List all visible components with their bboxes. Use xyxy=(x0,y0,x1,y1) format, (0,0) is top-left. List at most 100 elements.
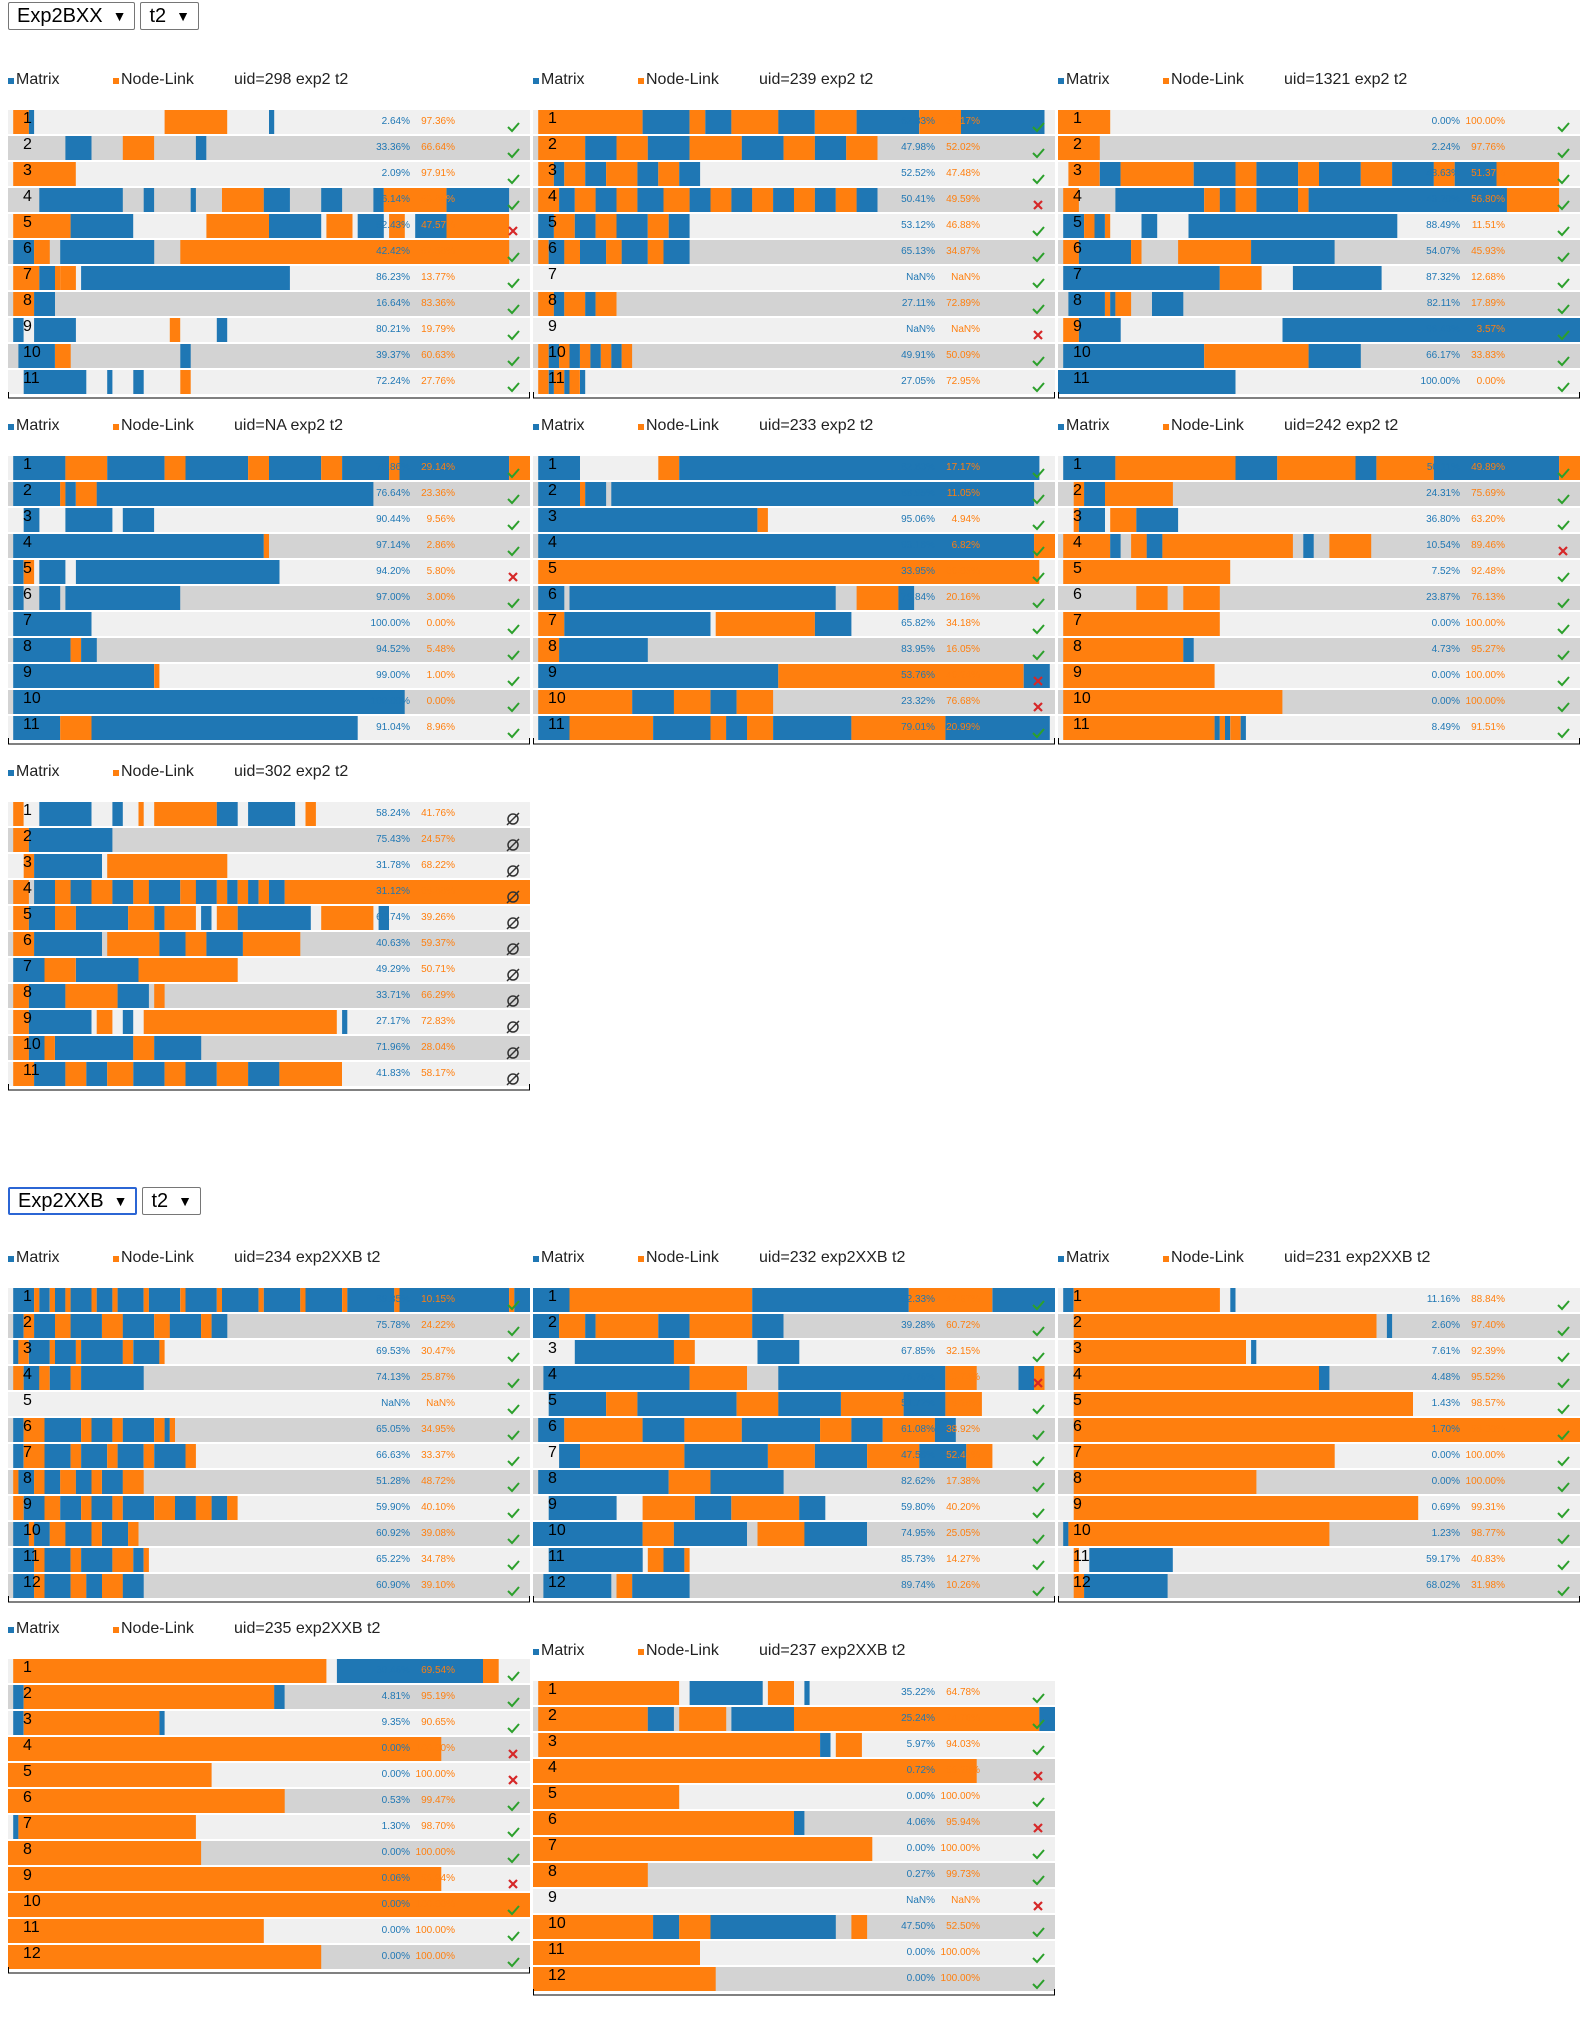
matrix-segment xyxy=(81,1444,108,1468)
matrix-segment xyxy=(741,136,784,160)
trial-row: 1 11.16% 88.84% xyxy=(1058,1288,1580,1312)
matrix-segment xyxy=(684,1444,768,1468)
matrix-percent: 82.62% xyxy=(901,1476,935,1487)
matrix-segment xyxy=(548,240,565,264)
nodelink-percent: 2.86% xyxy=(427,540,455,551)
row-background xyxy=(8,1392,530,1416)
task-select[interactable]: t2 ▼ xyxy=(142,1187,202,1215)
matrix-segment xyxy=(642,110,690,134)
nodelink-segment xyxy=(663,188,690,212)
nodelink-segment xyxy=(559,344,570,368)
trial-number: 7 xyxy=(23,612,32,629)
matrix-segment xyxy=(39,586,61,610)
nodelink-percent: 50.71% xyxy=(421,964,455,975)
nodelink-percent: 97.76% xyxy=(1471,142,1505,153)
matrix-segment xyxy=(1063,1288,1074,1312)
matrix-segment xyxy=(543,1574,612,1598)
nodelink-segment xyxy=(128,906,155,930)
trial-row: 11 27.05% 72.95% xyxy=(533,370,1055,394)
matrix-segment xyxy=(757,1340,800,1364)
nodelink-segment xyxy=(107,854,228,878)
trial-number: 10 xyxy=(23,1036,41,1053)
legend-matrix-swatch xyxy=(533,78,539,84)
cross-icon xyxy=(1033,1378,1043,1388)
nodelink-segment xyxy=(23,1418,45,1442)
nodelink-segment xyxy=(538,110,643,134)
matrix-segment xyxy=(590,344,601,368)
matrix-segment xyxy=(117,984,149,1008)
task-select[interactable]: t2 ▼ xyxy=(140,2,200,30)
nodelink-segment xyxy=(731,1496,800,1520)
row-background xyxy=(8,292,530,316)
group-select[interactable]: Exp2BXX ▼ xyxy=(8,2,136,30)
trial-number: 11 xyxy=(23,370,40,387)
nodelink-segment xyxy=(34,1574,45,1598)
nodelink-segment xyxy=(154,984,165,1008)
matrix-percent: 66.17% xyxy=(1426,350,1460,361)
nodelink-percent: 41.76% xyxy=(421,808,455,819)
matrix-segment xyxy=(710,690,737,714)
matrix-segment xyxy=(585,136,617,160)
nodelink-segment xyxy=(595,1314,659,1338)
legend-matrix-swatch xyxy=(1058,424,1064,430)
matrix-percent: 39.37% xyxy=(376,350,410,361)
nodelink-segment xyxy=(180,370,191,394)
nodelink-percent: 11.05% xyxy=(947,488,980,499)
empty-set-icon xyxy=(506,994,520,1008)
nodelink-segment xyxy=(169,1418,175,1442)
nodelink-segment xyxy=(164,110,228,134)
chart-uid-title: uid=235 exp2XXB t2 xyxy=(234,1620,381,1637)
nodelink-segment xyxy=(538,690,633,714)
nodelink-segment xyxy=(55,344,71,368)
matrix-segment xyxy=(856,110,920,134)
matrix-segment xyxy=(81,1340,123,1364)
matrix-segment xyxy=(13,1685,24,1709)
nodelink-percent: 68.88% xyxy=(421,886,455,897)
matrix-percent: 53.12% xyxy=(901,220,935,231)
trial-number: 2 xyxy=(23,1314,32,1331)
matrix-segment xyxy=(342,1010,348,1034)
trial-number: 8 xyxy=(23,292,32,309)
trial-number: 8 xyxy=(23,1470,32,1487)
matrix-segment xyxy=(269,456,322,480)
trial-number: 12 xyxy=(1073,1574,1091,1591)
nodelink-segment xyxy=(851,1915,868,1939)
trial-number: 7 xyxy=(1073,1444,1082,1461)
matrix-segment xyxy=(1078,508,1105,532)
matrix-segment xyxy=(919,1444,967,1468)
trial-number: 11 xyxy=(23,1548,40,1565)
matrix-segment xyxy=(185,1062,217,1086)
trial-row: 12 0.00% 100.00% xyxy=(8,1945,530,1969)
nodelink-segment xyxy=(684,1418,742,1442)
nodelink-segment xyxy=(689,1366,747,1390)
matrix-segment xyxy=(81,1548,113,1572)
nodelink-segment xyxy=(34,1548,45,1572)
nodelink-segment xyxy=(538,136,586,160)
check-icon xyxy=(507,676,520,687)
trial-row: 9 96.43% 3.57% xyxy=(1058,318,1580,342)
group-select[interactable]: Exp2XXB ▼ xyxy=(8,1187,138,1215)
trial-number: 12 xyxy=(23,1574,41,1591)
matrix-segment xyxy=(34,880,55,904)
trial-row: 4 46.14% 53.86% xyxy=(8,188,530,212)
legend-matrix-label: Matrix xyxy=(541,417,585,434)
matrix-segment xyxy=(1063,456,1116,480)
legend-matrix-swatch xyxy=(533,424,539,430)
nodelink-percent: 34.87% xyxy=(946,246,980,257)
check-icon xyxy=(507,1456,520,1467)
matrix-segment xyxy=(148,1288,181,1312)
matrix-percent: 47.98% xyxy=(901,142,935,153)
chart-uid-title: uid=NA exp2 t2 xyxy=(234,417,343,434)
nodelink-percent: 100.00% xyxy=(1466,618,1506,629)
trial-number: 11 xyxy=(548,370,565,387)
trial-row: 6 4.06% 95.94% xyxy=(533,1811,1055,1835)
nodelink-segment xyxy=(321,456,343,480)
nodelink-segment xyxy=(91,1522,102,1546)
check-icon xyxy=(1557,1430,1570,1441)
matrix-segment xyxy=(574,214,596,238)
nodelink-segment xyxy=(1073,1314,1377,1338)
nodelink-segment xyxy=(1068,1522,1330,1546)
matrix-percent: 60.90% xyxy=(376,1580,410,1591)
matrix-segment xyxy=(49,1366,71,1390)
trial-row: 8 82.11% 17.89% xyxy=(1058,292,1580,316)
